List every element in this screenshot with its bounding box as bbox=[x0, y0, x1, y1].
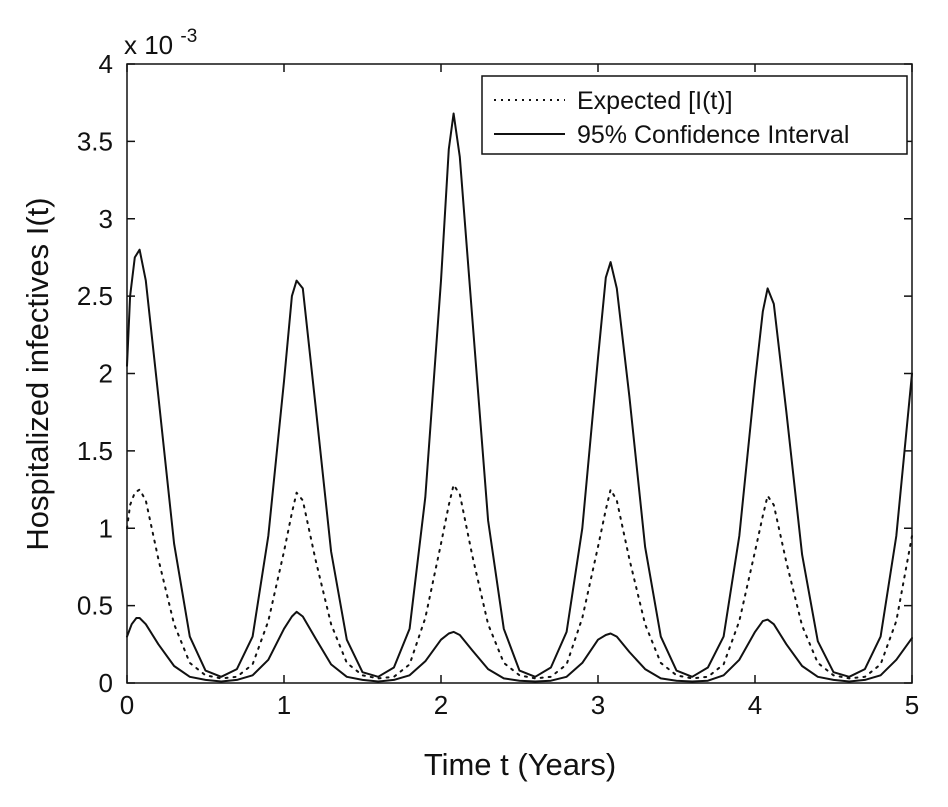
legend: Expected [I(t)] 95% Confidence Interval bbox=[481, 75, 908, 155]
y-tick-label: 4 bbox=[99, 49, 113, 79]
x-tick-label: 0 bbox=[120, 690, 134, 720]
series-ci-upper-line bbox=[126, 112, 913, 678]
y-axis-title: Hospitalized infectives I(t) bbox=[20, 197, 55, 550]
y-tick-label: 3.5 bbox=[77, 126, 113, 156]
x-tick-label: 5 bbox=[905, 690, 919, 720]
y-tick-label: 3 bbox=[99, 204, 113, 234]
x-tick-label: 2 bbox=[434, 690, 448, 720]
y-scale-label: x 10 -3 bbox=[124, 26, 197, 60]
series-expected-line bbox=[126, 483, 913, 680]
y-tick-label: 1 bbox=[99, 513, 113, 543]
y-scale-base: x 10 bbox=[124, 30, 173, 60]
axis-ticks: 0 1 2 3 4 5 0 0.5 1 1.5 2 2.5 3 3.5 4 bbox=[77, 49, 919, 720]
x-axis-title: Time t (Years) bbox=[424, 747, 616, 782]
y-tick-label: 2 bbox=[99, 359, 113, 389]
x-tick-label: 3 bbox=[591, 690, 605, 720]
legend-label-ci: 95% Confidence Interval bbox=[577, 121, 849, 149]
x-tick-label: 1 bbox=[277, 690, 291, 720]
y-tick-label: 0 bbox=[99, 668, 113, 698]
legend-label-expected: Expected [I(t)] bbox=[577, 87, 733, 115]
y-scale-exponent: -3 bbox=[180, 26, 197, 47]
series-ci-lower-line bbox=[126, 610, 913, 683]
series-layer bbox=[126, 112, 913, 683]
y-tick-label: 1.5 bbox=[77, 436, 113, 466]
y-tick-label: 2.5 bbox=[77, 281, 113, 311]
x-tick-label: 4 bbox=[748, 690, 762, 720]
y-tick-label: 0.5 bbox=[77, 591, 113, 621]
legend-box bbox=[481, 75, 908, 155]
